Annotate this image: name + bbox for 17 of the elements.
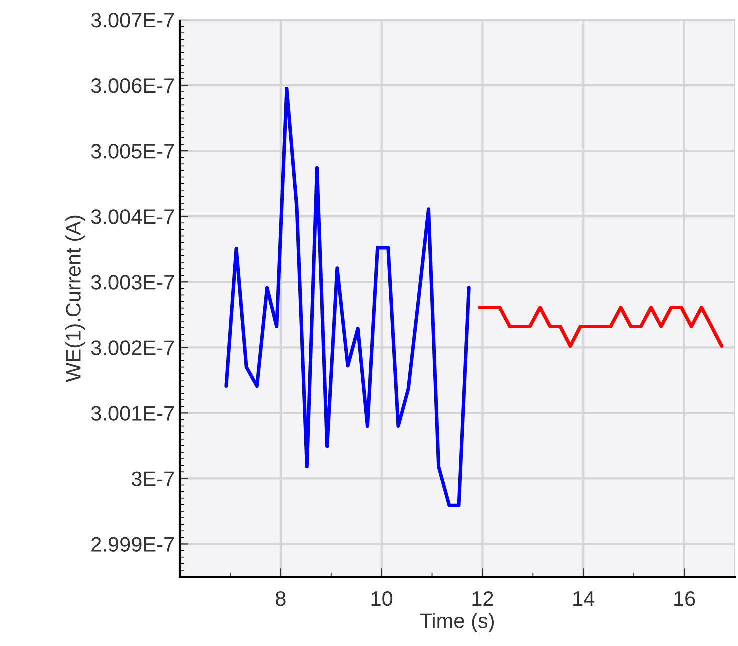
x-axis-title: Time (s) <box>420 613 494 632</box>
y-tick-label: 2.999E-7 <box>92 537 174 552</box>
x-tick-label: 10 <box>372 591 393 606</box>
line-series <box>224 87 471 508</box>
x-tick-label: 16 <box>674 591 696 606</box>
y-tick-label: 3.006E-7 <box>91 78 174 94</box>
x-tick-label: 8 <box>276 591 286 606</box>
y-tick-label: 3E-7 <box>132 472 174 486</box>
x-tick-label: 14 <box>574 592 595 606</box>
y-tick-label: 3.007E-7 <box>91 13 174 28</box>
y-tick-label: 3.002E-7 <box>91 340 174 356</box>
y-axis-title: WE(1).Current (A) <box>66 216 86 382</box>
x-tick-label: 12 <box>472 591 494 606</box>
y-tick-label: 3.005E-7 <box>91 144 174 159</box>
y-tick-label: 3.001E-7 <box>91 406 174 421</box>
y-tick-label: 3.004E-7 <box>91 210 174 224</box>
y-tick-label: 3.003E-7 <box>91 275 174 290</box>
